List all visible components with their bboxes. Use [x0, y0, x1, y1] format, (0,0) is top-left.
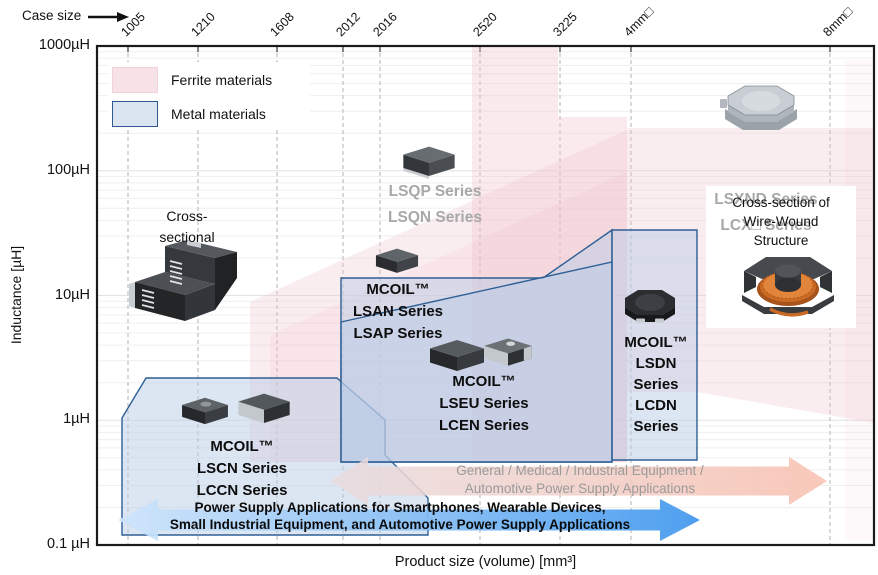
lseu-line-1: MCOIL™	[452, 373, 516, 390]
pink-arrow-label: General / Medical / Industrial Equipment…	[330, 462, 830, 498]
lsdn-line-5: Series	[633, 418, 679, 435]
lsdn-line-1: MCOIL™	[624, 334, 688, 351]
lsdn-line-3: Series	[633, 376, 679, 393]
lscn-series-label: MCOIL™ LSCN Series LCCN Series	[160, 436, 324, 502]
metal-legend-label: Metal materials	[171, 105, 266, 122]
lscn-line-3: LCCN Series	[196, 482, 288, 499]
y-axis-tick-label: 0.1 µH	[46, 536, 90, 552]
cross-sectional-line-1: Cross-	[166, 208, 208, 224]
lscn-line-1: MCOIL™	[210, 438, 274, 455]
wire-wound-line-3: Structure	[753, 233, 809, 248]
lsxnd-line-2: LCX□ Series	[720, 217, 812, 234]
ferrite-swatch	[112, 66, 158, 93]
metal-swatch	[112, 100, 158, 127]
lseu-series-label: MCOIL™ LSEU Series LCEN Series	[402, 371, 566, 437]
legend-row-ferrite: Ferrite materials	[112, 66, 272, 93]
y-axis-tick-label: 1000µH	[38, 37, 90, 53]
lsqp-line-2: LSQN Series	[388, 209, 482, 226]
cross-sectional-line-2: sectional	[159, 229, 215, 245]
legend: Ferrite materials Metal materials	[112, 66, 272, 134]
y-axis-tick-label: 1µH	[63, 411, 90, 428]
lscn-line-2: LSCN Series	[196, 460, 288, 477]
lsqp-line-1: LSQP Series	[388, 183, 482, 200]
blue-arrow-label: Power Supply Applications for Smartphone…	[100, 499, 700, 533]
lsan-series-label: MCOIL™ LSAN Series LSAP Series	[318, 279, 478, 345]
case-size-arrow-icon	[88, 12, 129, 22]
lseu-line-3: LCEN Series	[438, 417, 530, 434]
lsxnd-component-image	[720, 85, 797, 130]
lcen-component-image	[484, 338, 532, 366]
lsan-line-1: MCOIL™	[366, 281, 430, 298]
pink-arrow-line-1: General / Medical / Industrial Equipment…	[456, 463, 704, 478]
lsqp-series-label: LSQP Series LSQN Series	[330, 179, 540, 231]
lsxnd-series-label: LSXND Series LCX□ Series	[661, 187, 871, 239]
wire-wound-component-image	[742, 257, 834, 317]
lsdn-line-4: LCDN	[635, 397, 677, 414]
wire-wound-callout: Cross-section of Wire-Wound Structure	[706, 193, 856, 250]
wire-wound-line-1: Cross-section of	[732, 195, 830, 210]
case-size-header: Case size	[22, 8, 81, 23]
lsan-line-3: LSAP Series	[353, 325, 443, 342]
blue-arrow-line-2: Small Industrial Equipment, and Automoti…	[169, 517, 631, 532]
lsdn-series-label: MCOIL™ LSDN Series LCDN Series	[594, 332, 718, 437]
lsdn-line-2: LSDN	[635, 355, 677, 372]
wire-wound-line-2: Wire-Wound	[743, 214, 819, 229]
lscn-component-image	[182, 397, 228, 425]
lseu-component-image	[430, 340, 484, 371]
cross-sectional-component-image	[129, 240, 237, 321]
lsan-component-image	[375, 248, 419, 273]
lsan-line-2: LSAN Series	[352, 303, 444, 320]
blue-arrow-line-1: Power Supply Applications for Smartphone…	[194, 500, 606, 515]
lsxnd-line-1: LSXND Series	[714, 191, 818, 208]
y-axis-tick-label: 100µH	[46, 161, 90, 178]
lseu-line-2: LSEU Series	[439, 395, 529, 412]
lsdn-component-image	[625, 290, 675, 323]
lsqp-component-image	[403, 146, 455, 179]
cross-sectional-callout: Cross- sectional	[126, 206, 248, 248]
lccn-component-image	[238, 393, 290, 424]
case-size-label: Case size	[22, 8, 82, 23]
pink-arrow-line-2: Automotive Power Supply Applications	[464, 481, 696, 496]
x-axis-title: Product size (volume) [mm³]	[394, 554, 577, 570]
legend-row-metal: Metal materials	[112, 100, 272, 127]
y-axis-tick-label: 10µH	[55, 286, 90, 303]
ferrite-legend-label: Ferrite materials	[171, 71, 273, 88]
